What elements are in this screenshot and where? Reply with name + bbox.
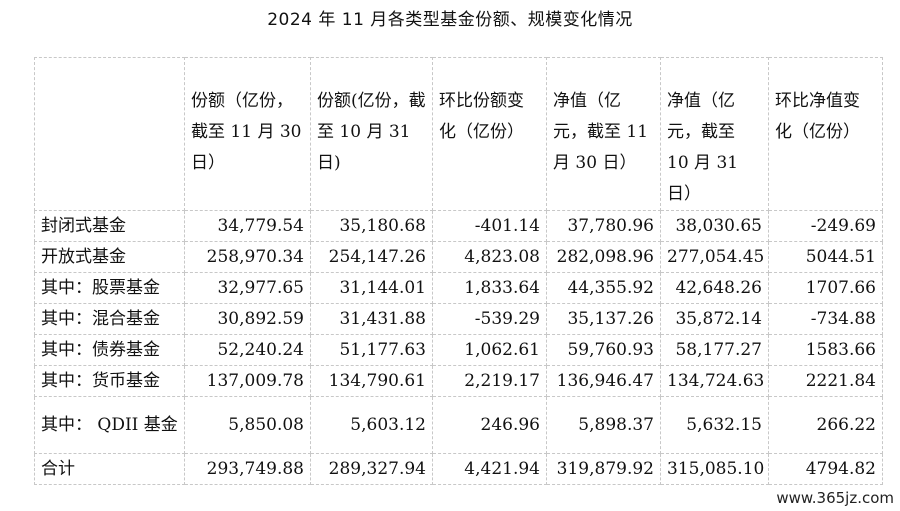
table-cell: 5,850.08 — [184, 396, 311, 454]
table-row: 其中： QDII 基金 5,850.08 5,603.12 246.96 5,898.3… — [34, 396, 883, 454]
page-title: 2024 年 11 月各类型基金份额、规模变化情况 — [267, 10, 633, 30]
table-cell: 32,977.65 — [184, 272, 311, 304]
header-cell: 份额（亿份，截至 11 月 30 日） — [184, 57, 311, 211]
table-cell: 31,144.01 — [310, 272, 433, 304]
table-cell: 1583.66 — [768, 334, 883, 366]
table-cell: 134,790.61 — [310, 365, 433, 397]
header-cell — [34, 57, 185, 211]
header-cell: 环比净值变化（亿份） — [768, 57, 883, 211]
table-cell: 35,872.14 — [660, 303, 769, 335]
table-row: 其中：货币基金 137,009.78 134,790.61 2,219.17 136,9… — [34, 365, 883, 397]
table-cell: 5044.51 — [768, 241, 883, 273]
table-cell: 4,421.94 — [432, 453, 547, 485]
table-cell: 31,431.88 — [310, 303, 433, 335]
table-cell: 2,219.17 — [432, 365, 547, 397]
table-cell: 254,147.26 — [310, 241, 433, 273]
row-label: 其中：货币基金 — [34, 365, 185, 397]
table-cell: -734.88 — [768, 303, 883, 335]
table-cell: 246.96 — [432, 396, 547, 454]
table-row: 合计 293,749.88 289,327.94 4,421.94 319,879.92… — [34, 453, 883, 485]
table-row: 其中：股票基金 32,977.65 31,144.01 1,833.64 44,355.… — [34, 272, 883, 304]
header-cell: 份额(亿份，截至 10 月 31 日) — [310, 57, 433, 211]
table-row: 封闭式基金 34,779.54 35,180.68 -401.14 37,780.96 3… — [34, 210, 883, 242]
table-row: 其中：债券基金 52,240.24 51,177.63 1,062.61 59,760.… — [34, 334, 883, 366]
table-cell: 44,355.92 — [546, 272, 661, 304]
table-row: 其中：混合基金 30,892.59 31,431.88 -539.29 35,137.2… — [34, 303, 883, 335]
table-cell: 59,760.93 — [546, 334, 661, 366]
header-row: 份额（亿份，截至 11 月 30 日） 份额(亿份，截至 10 月 31 日) … — [34, 57, 883, 211]
header-cell: 净值（亿元，截至 11 月 30 日） — [546, 57, 661, 211]
table-cell: 277,054.45 — [660, 241, 769, 273]
table-cell: 1,062.61 — [432, 334, 547, 366]
table-cell: 5,632.15 — [660, 396, 769, 454]
row-label: 其中：股票基金 — [34, 272, 185, 304]
row-label: 其中：混合基金 — [34, 303, 185, 335]
table-cell: -539.29 — [432, 303, 547, 335]
row-label: 开放式基金 — [34, 241, 185, 273]
table-cell: 4,823.08 — [432, 241, 547, 273]
table-cell: 1707.66 — [768, 272, 883, 304]
table-cell: 258,970.34 — [184, 241, 311, 273]
table-cell: 282,098.96 — [546, 241, 661, 273]
table-cell: 35,137.26 — [546, 303, 661, 335]
table-cell: 266.22 — [768, 396, 883, 454]
table-cell: 136,946.47 — [546, 365, 661, 397]
row-label: 其中：债券基金 — [34, 334, 185, 366]
header-cell: 环比份额变化（亿份） — [432, 57, 547, 211]
table-cell: 38,030.65 — [660, 210, 769, 242]
table-cell: -401.14 — [432, 210, 547, 242]
fund-table: 份额（亿份，截至 11 月 30 日） 份额(亿份，截至 10 月 31 日) … — [34, 57, 883, 485]
table-cell: 42,648.26 — [660, 272, 769, 304]
table-cell: 293,749.88 — [184, 453, 311, 485]
table-cell: -249.69 — [768, 210, 883, 242]
table-cell: 30,892.59 — [184, 303, 311, 335]
table-cell: 137,009.78 — [184, 365, 311, 397]
table-cell: 34,779.54 — [184, 210, 311, 242]
table-cell: 5,603.12 — [310, 396, 433, 454]
table-cell: 5,898.37 — [546, 396, 661, 454]
table-cell: 4794.82 — [768, 453, 883, 485]
table-cell: 319,879.92 — [546, 453, 661, 485]
row-label: 其中： QDII 基金 — [34, 396, 185, 454]
table-cell: 134,724.63 — [660, 365, 769, 397]
table-cell: 51,177.63 — [310, 334, 433, 366]
watermark: www.365jz.com — [774, 489, 896, 507]
table-row: 开放式基金 258,970.34 254,147.26 4,823.08 282,098… — [34, 241, 883, 273]
table-cell: 1,833.64 — [432, 272, 547, 304]
row-label: 封闭式基金 — [34, 210, 185, 242]
table-cell: 37,780.96 — [546, 210, 661, 242]
table-cell: 58,177.27 — [660, 334, 769, 366]
header-cell: 净值（亿元，截至 10 月 31 日） — [660, 57, 769, 211]
table-cell: 35,180.68 — [310, 210, 433, 242]
table-cell: 2221.84 — [768, 365, 883, 397]
table-cell: 315,085.10 — [660, 453, 769, 485]
table-cell: 52,240.24 — [184, 334, 311, 366]
row-label: 合计 — [34, 453, 185, 485]
table-cell: 289,327.94 — [310, 453, 433, 485]
